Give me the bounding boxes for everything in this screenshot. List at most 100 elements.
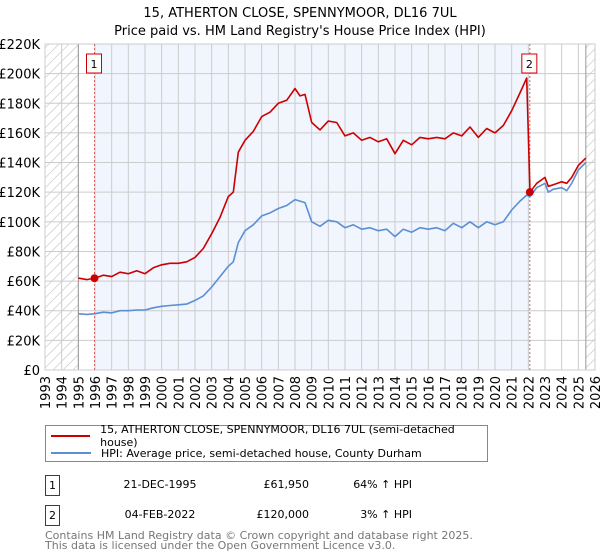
hatch-line <box>585 318 596 329</box>
x-tick-label: 2023 <box>539 376 554 409</box>
hatch-line <box>44 43 60 59</box>
sale-price: £61,950 <box>263 478 310 491</box>
hatch-line <box>585 43 591 49</box>
sale-marker-label: 2 <box>526 58 533 71</box>
x-tick-label: 2025 <box>572 376 587 409</box>
hatch-line <box>585 118 596 129</box>
pre-sale-region <box>78 44 95 370</box>
x-tick-label: 2010 <box>322 376 337 409</box>
x-tick-label: 2008 <box>289 376 304 409</box>
hatch-line <box>585 88 596 99</box>
hatch-line <box>52 344 79 371</box>
sale-marker-badge <box>521 53 538 74</box>
x-tick-label: 1995 <box>72 376 87 409</box>
hatch-line <box>585 138 596 149</box>
legend-swatch-red <box>51 435 91 437</box>
y-tick-label: £200K <box>0 68 40 83</box>
hatch-line <box>585 298 596 309</box>
x-tick-label: 2020 <box>489 376 504 409</box>
hatch-line <box>585 358 596 369</box>
hatch-line <box>585 208 596 219</box>
hatch-line <box>585 148 596 159</box>
hatch-line <box>585 248 596 259</box>
chart-title: 15, ATHERTON CLOSE, SPENNYMOOR, DL16 7UL <box>143 6 457 21</box>
hatch-line <box>585 158 596 169</box>
x-tick-label: 2026 <box>589 376 600 409</box>
hatch-line <box>72 364 79 371</box>
sale-date: 04-FEB-2022 <box>124 508 196 521</box>
y-tick-label: £20K <box>7 334 41 349</box>
legend: 15, ATHERTON CLOSE, SPENNYMOOR, DL16 7UL… <box>45 423 488 462</box>
x-tick-label: 2013 <box>372 376 387 409</box>
hatch-line <box>585 78 596 89</box>
x-tick-label: 2024 <box>556 376 571 409</box>
x-tick-label: 2007 <box>272 376 287 409</box>
x-tick-label: 2019 <box>472 376 487 409</box>
x-tick-label: 2011 <box>339 376 354 409</box>
y-tick-label: £120K <box>0 186 40 201</box>
x-tick-label: 2004 <box>222 376 237 409</box>
y-tick-label: £160K <box>0 127 40 142</box>
x-tick-label: 2018 <box>456 376 471 409</box>
x-tick-label: 1999 <box>139 376 154 409</box>
hatch-line <box>585 228 596 239</box>
hatch-line <box>585 328 596 339</box>
ownership-region <box>94 44 530 370</box>
property-price-line <box>78 77 587 281</box>
x-tick-label: 2009 <box>306 376 321 409</box>
sale-price: £120,000 <box>256 508 310 521</box>
x-tick-label: 1993 <box>39 376 54 409</box>
y-tick-label: £100K <box>0 216 40 231</box>
hatch-line <box>585 188 596 199</box>
sale-row-1: 1 21-DEC-1995 £61,950 64% ↑ HPI <box>45 475 545 496</box>
hatch-line <box>44 43 50 49</box>
x-tick-label: 2012 <box>356 376 371 409</box>
hatch-line <box>585 268 596 279</box>
x-tick-label: 1996 <box>89 376 104 409</box>
hatch-line <box>585 218 596 229</box>
hatch-line <box>585 58 596 69</box>
price-chart: £0 £20K £40K £60K £80K £100K £120K £140K £160K £1… <box>0 38 600 409</box>
sale-point <box>525 188 534 197</box>
sale-number-badge: 2 <box>45 505 60 526</box>
footer: Contains HM Land Registry data © Crown c… <box>45 529 473 552</box>
no-data-hatch-right <box>585 43 596 371</box>
legend-label-hpi: HPI: Average price, semi-detached house,… <box>101 446 422 460</box>
y-tick-label: £180K <box>0 97 40 112</box>
hatch-line <box>585 238 596 249</box>
y-tick-label: £140K <box>0 157 40 172</box>
x-tick-label: 2000 <box>156 376 171 409</box>
hatch-line <box>62 354 79 371</box>
x-tick-label: 2002 <box>189 376 204 409</box>
hpi-line <box>78 161 587 316</box>
hatch-line <box>585 308 596 319</box>
x-tick-label: 2001 <box>172 376 187 409</box>
x-tick-label: 2021 <box>506 376 521 409</box>
legend-item-property: 15, ATHERTON CLOSE, SPENNYMOOR, DL16 7UL… <box>46 423 487 449</box>
hatch-line <box>44 43 70 69</box>
x-tick-label: 2016 <box>422 376 437 409</box>
plot-frame <box>44 43 596 371</box>
sale-marker-badge <box>86 53 102 74</box>
chart-subtitle: Price paid vs. HM Land Registry's House … <box>114 24 486 39</box>
hatch-line <box>585 168 596 179</box>
y-tick-label: £0 <box>23 364 40 379</box>
legend-swatch-blue <box>51 452 91 454</box>
x-tick-label: 2003 <box>206 376 221 409</box>
sale-point <box>90 274 99 283</box>
x-tick-label: 2017 <box>439 376 454 409</box>
sale-hpi-diff: 64% ↑ HPI <box>353 478 412 491</box>
x-tick-label: 2015 <box>406 376 421 409</box>
y-tick-label: £80K <box>7 245 41 260</box>
legend-label-property: 15, ATHERTON CLOSE, SPENNYMOOR, DL16 7UL… <box>100 423 455 449</box>
hatch-line <box>585 198 596 209</box>
footer-licence: This data is licensed under the Open Gov… <box>45 539 396 552</box>
sale-hpi-diff: 3% ↑ HPI <box>360 508 412 521</box>
sale-number-badge: 1 <box>45 475 60 496</box>
hatch-line <box>585 258 596 269</box>
footer-copyright: Contains HM Land Registry data © Crown c… <box>45 529 473 542</box>
legend-item-hpi: HPI: Average price, semi-detached house,… <box>46 445 422 461</box>
x-tick-label: 2022 <box>522 376 537 409</box>
x-tick-label: 1994 <box>56 376 71 409</box>
hatch-line <box>585 288 596 299</box>
